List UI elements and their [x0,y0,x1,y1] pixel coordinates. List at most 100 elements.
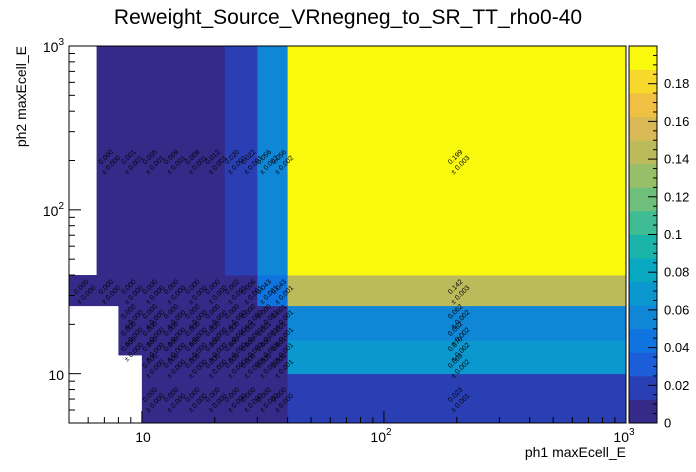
colorbar-segment [629,46,657,70]
colorbar-segment [629,328,657,353]
heatmap-cell [96,46,119,276]
heatmap-cell [161,275,185,307]
heatmap-cell [184,355,205,375]
colorbar-segment [629,163,657,188]
heatmap-cell [257,355,274,375]
heatmap-cell [141,324,162,341]
colorbar [629,46,657,424]
colorbar-tick-label: 0.04 [664,340,689,355]
heatmap-cell [242,373,258,424]
y-axis-label: ph2 maxEcell_E [13,46,29,147]
heatmap-cell [273,324,289,341]
heatmap-cell [203,355,226,375]
colorbar-segment [629,93,657,118]
x-axis-label: ph1 maxEcell_E [525,444,626,460]
colorbar-segment [629,210,657,235]
x-tick-label: 103 [613,427,635,445]
heatmap-cell [224,355,243,375]
heatmap-cell [273,355,289,375]
colorbar-tick-label: 0.02 [664,378,689,393]
colorbar-tick-label: 0.18 [664,76,689,91]
x-tick-label: 102 [370,427,392,445]
heatmap-cell [203,46,226,276]
y-tick-label: 102 [43,201,65,219]
heatmap-cell [287,275,627,307]
heatmap-cell [161,340,185,356]
heatmap-cell [242,355,258,375]
x-tick-label: 10 [135,429,151,445]
heatmap-cell [141,373,162,424]
heatmap-cell [224,324,243,341]
heatmap-cell [203,324,226,341]
heatmap-cell [203,275,226,307]
heatmap-cell [287,340,627,356]
heatmap-cell [161,324,185,341]
heatmap-cell [273,373,289,424]
heatmap-cell [287,355,627,375]
colorbar-tick-label: 0.08 [664,265,689,280]
heatmap-cell [69,275,97,307]
heatmap-cell [242,46,258,276]
heatmap-cell [257,373,274,424]
colorbar-segment [629,187,657,212]
heatmap-cell [224,46,243,276]
heatmap-cell [287,324,627,341]
heatmap-cell [118,275,143,307]
heatmap-cell [141,305,162,325]
colorbar-segment [629,352,657,377]
heatmap-cell [161,355,185,375]
colorbar-tick-label: 0.06 [664,302,689,317]
colorbar-segment [629,116,657,141]
colorbar-segment [629,281,657,306]
heatmap-cell [273,46,289,276]
heatmap-cell [224,305,243,325]
heatmap-cell [242,324,258,341]
heatmap-cell [273,340,289,356]
heatmap-cell [257,340,274,356]
heatmap-cell [273,305,289,325]
heatmap-cell [224,373,243,424]
colorbar-ticks: 0 0.02 0.04 0.06 0.08 0.1 0.12 0.14 0.16 0.18 [648,45,689,431]
heatmap-cell [184,275,205,307]
colorbar-segment [629,140,657,165]
heatmap-cell [287,373,627,424]
x-axis-ticks [68,411,627,423]
heatmap-cell [184,340,205,356]
heatmap-cell [161,305,185,325]
colorbar-tick-label: 0.12 [664,189,689,204]
colorbar-tick-label: 0.14 [664,152,689,167]
heatmap-cell [224,340,243,356]
heatmap-cell [184,324,205,341]
colorbar-segment [629,375,657,400]
heatmap-cell [287,46,627,276]
heatmap-cell [118,340,143,356]
y-tick-label: 10 [48,367,64,383]
heatmap-cell [224,275,243,307]
colorbar-tick-label: 0.16 [664,114,689,129]
heatmap-cell [242,275,258,307]
heatmap-cell [203,305,226,325]
heatmap-cell [141,46,162,276]
heatmap-cell [257,305,274,325]
heatmap-cell [141,275,162,307]
heatmap-cell [257,275,274,307]
heatmap-cells [69,46,627,424]
colorbar-segment [629,399,657,424]
y-tick-label: 103 [43,37,65,55]
colorbar-segment [629,305,657,330]
heatmap-cell [184,305,205,325]
heatmap-cell [184,373,205,424]
heatmap-cell [161,46,185,276]
heatmap-cell [257,46,274,276]
heatmap-cell [141,355,162,375]
colorbar-tick-label: 0.1 [664,227,682,242]
chart-title: Reweight_Source_VRnegneg_to_SR_TT_rho0-4… [114,6,582,29]
heatmap-cell [242,305,258,325]
heatmap-cell [203,340,226,356]
y-axis-ticks [69,45,81,424]
heatmap-cell [242,340,258,356]
colorbar-segment [629,258,657,283]
colorbar-segment [629,69,657,94]
heatmap-cell [141,340,162,356]
